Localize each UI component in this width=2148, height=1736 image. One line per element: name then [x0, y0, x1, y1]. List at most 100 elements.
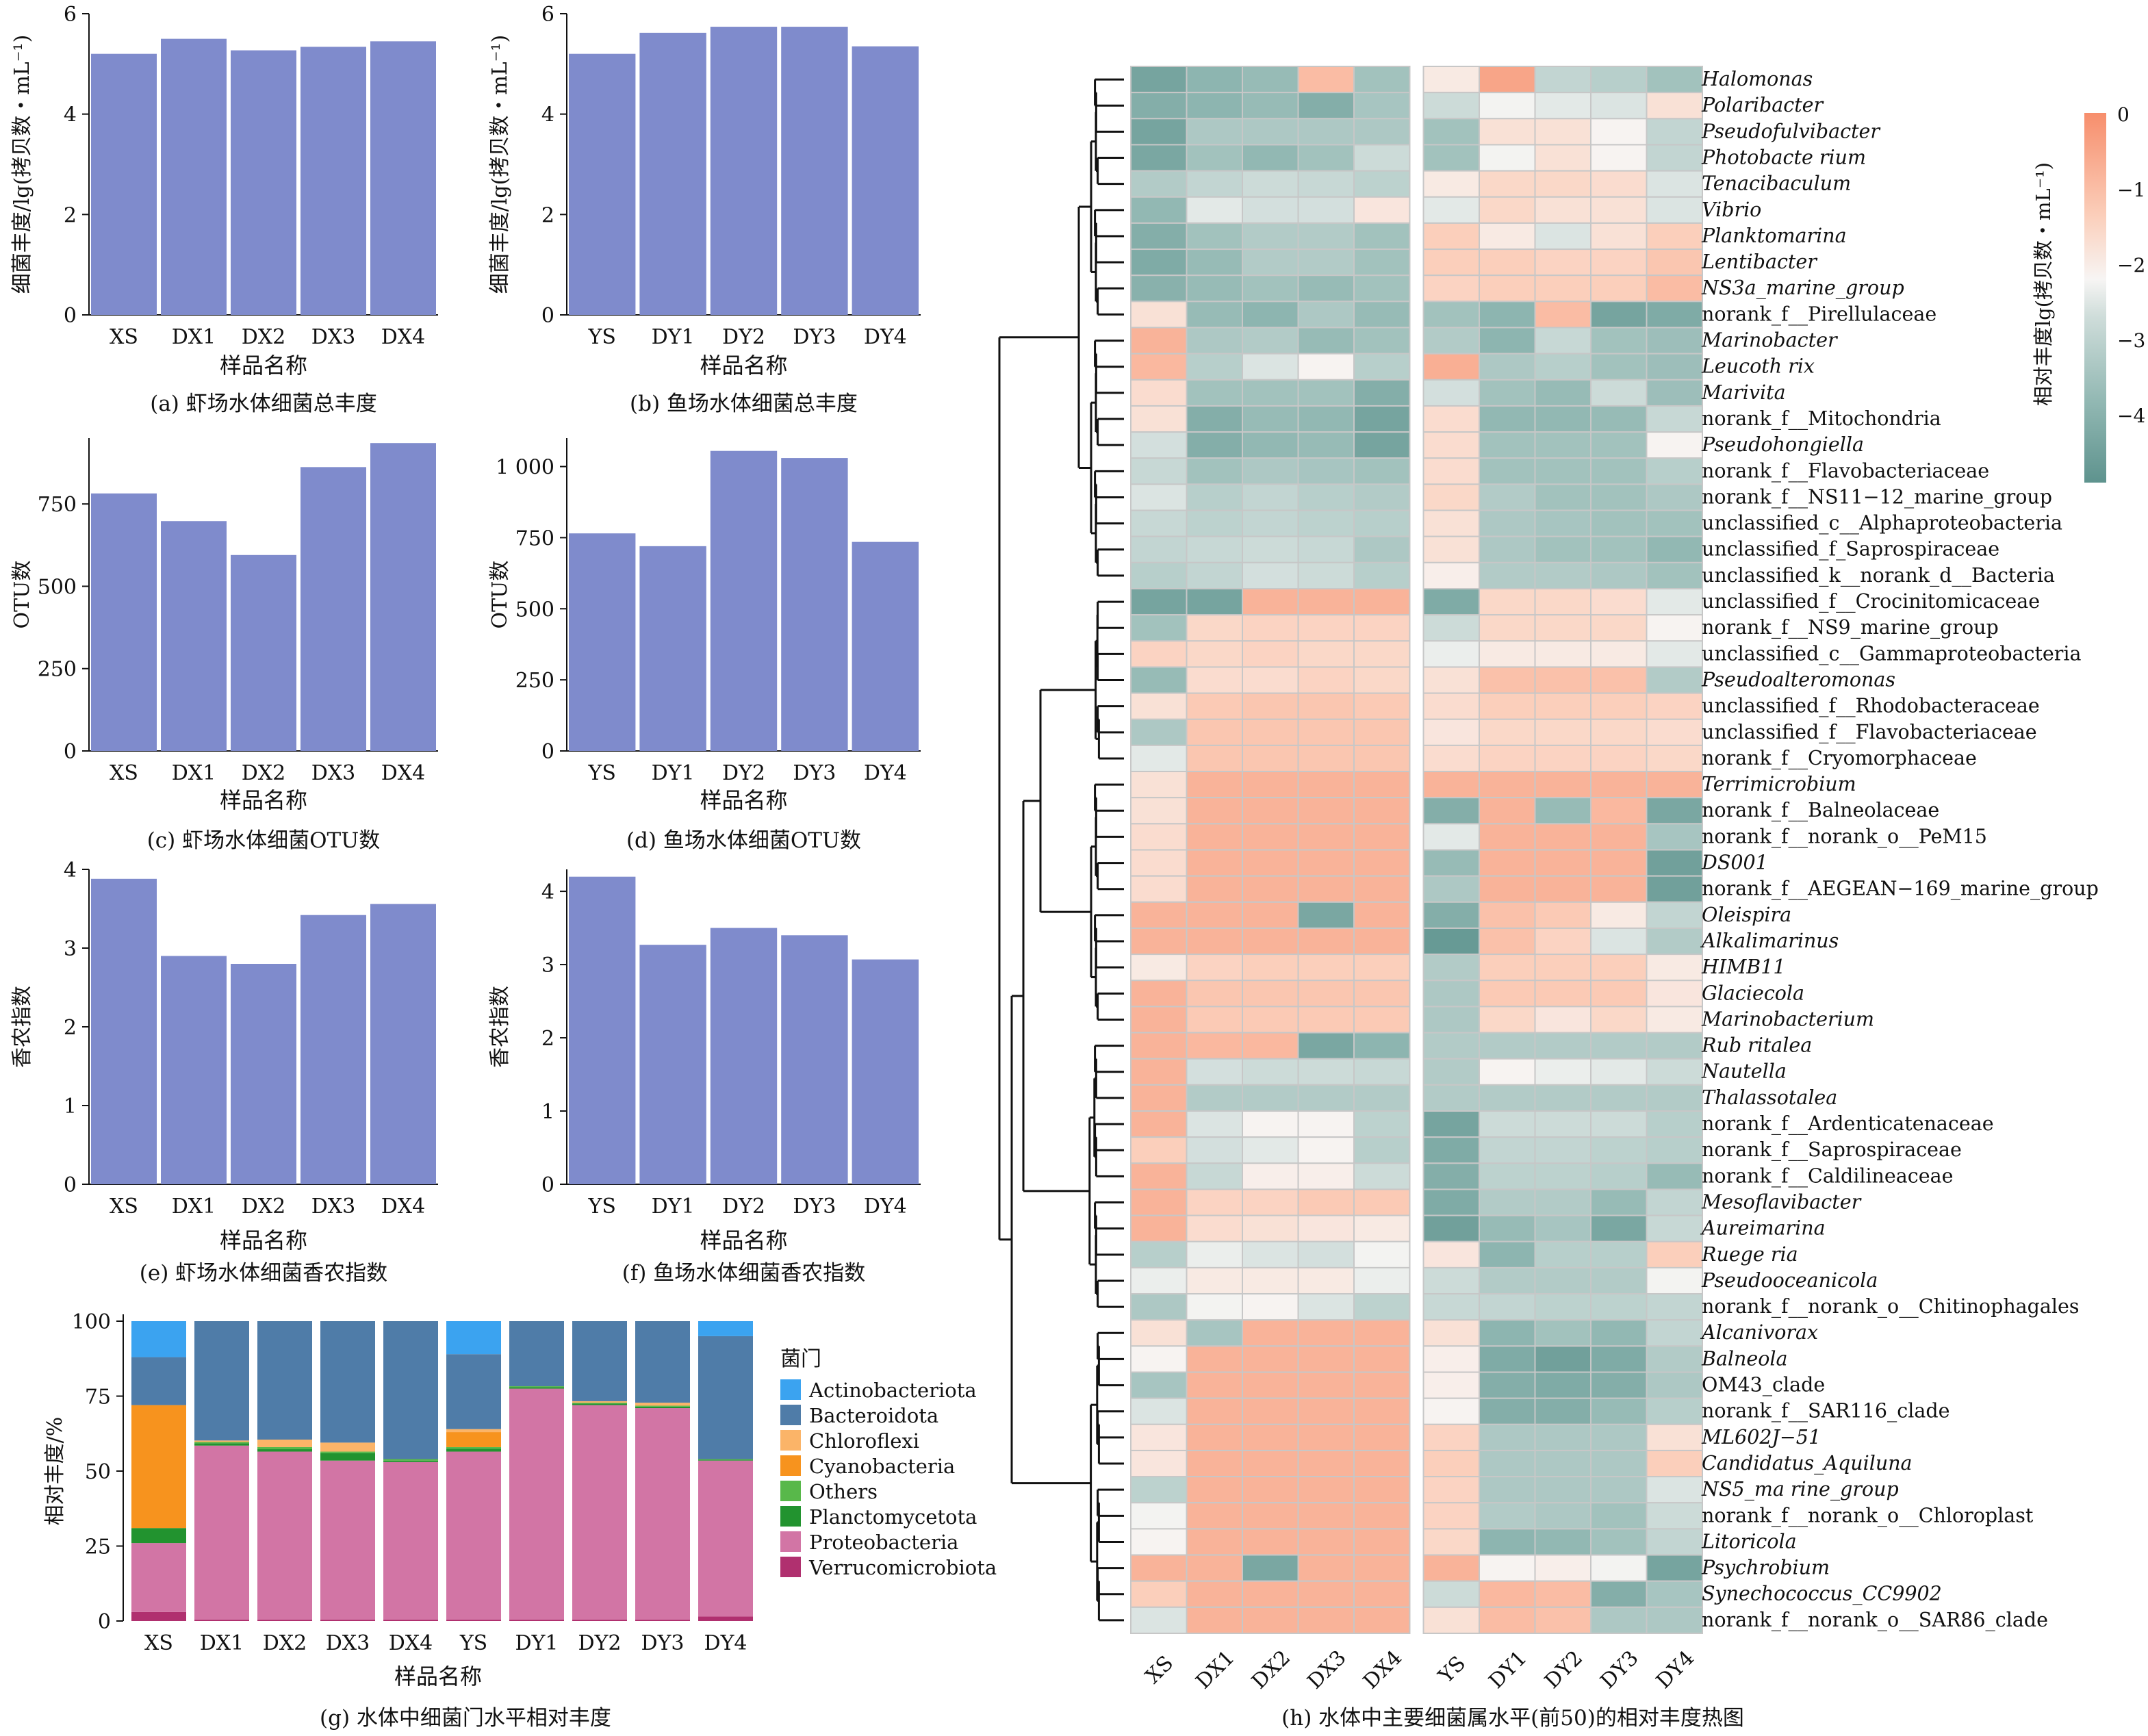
heatmap-cell — [1534, 196, 1591, 224]
x-tick-label: DX4 — [381, 761, 426, 785]
heatmap-cell — [1590, 1319, 1648, 1347]
heatmap-cell — [1590, 1397, 1648, 1425]
bar-DY2 — [710, 928, 778, 1184]
heatmap-cell — [1297, 1032, 1355, 1060]
heatmap-cell — [1646, 1476, 1703, 1504]
heatmap-cell — [1130, 797, 1188, 825]
x-tick-label: YS — [588, 1195, 616, 1218]
x-tick-label: DY1 — [652, 761, 695, 785]
segment-DY2-Proteobacteria — [572, 1405, 627, 1620]
heatmap-cell — [1353, 275, 1411, 303]
heatmap-cell — [1646, 1449, 1703, 1478]
bar-panels: 0 2 4 6 XS DX1 DX2 DX3 DX4 样品名称 细菌丰度/lg(拷贝数・mL⁻¹) (… — [10, 3, 921, 1286]
heatmap-cell — [1422, 718, 1480, 746]
panel-f: 0 1 2 3 4 YS DY1 DY2 DY3 DY4 样品名称 香农指数 (f) 鱼场水体细菌香农指… — [488, 869, 921, 1286]
row-label: NS3a_marine_group — [1701, 277, 1904, 299]
x-tick-label: DX1 — [172, 325, 216, 349]
segment-XS-Verrucomicrobiota — [131, 1611, 186, 1621]
heatmap-cell — [1479, 771, 1536, 799]
heatmap-cell — [1646, 1293, 1703, 1321]
heatmap-cell — [1186, 980, 1243, 1008]
heatmap-cell — [1242, 823, 1299, 851]
heatmap-cell — [1130, 1502, 1188, 1530]
heatmap-cell — [1646, 692, 1703, 720]
heatmap-cell — [1534, 248, 1591, 277]
y-axis-label: 细菌丰度/lg(拷贝数・mL⁻¹) — [10, 35, 34, 294]
heatmap-cell — [1130, 509, 1188, 537]
heatmap-cell — [1297, 327, 1355, 355]
segment-YS-Chloroflexi — [446, 1429, 501, 1433]
heatmap-cell — [1186, 405, 1243, 433]
panel-caption: (g) 水体中细菌门水平相对丰度 — [320, 1706, 611, 1731]
heatmap-cell — [1186, 248, 1243, 277]
heatmap-cell — [1646, 353, 1703, 381]
heatmap-cell — [1297, 744, 1355, 773]
heatmap-cell — [1130, 692, 1188, 720]
heatmap-cell — [1422, 1110, 1480, 1138]
heatmap-cell — [1479, 92, 1536, 120]
heatmap-cell — [1242, 1293, 1299, 1321]
bar-DX2 — [231, 50, 296, 316]
heatmap-cell — [1646, 1554, 1703, 1582]
heatmap-cell — [1353, 692, 1411, 720]
heatmap-cell — [1590, 640, 1648, 668]
heatmap-cell — [1242, 118, 1299, 146]
x-axis-label: 样品名称 — [700, 1227, 787, 1253]
heatmap-cell — [1242, 561, 1299, 589]
heatmap-cell — [1590, 1006, 1648, 1034]
segment-DY3-Others — [635, 1405, 690, 1407]
segment-DX3-Bacteroidota — [320, 1321, 375, 1443]
heatmap-cell — [1242, 483, 1299, 511]
heatmap-cell — [1186, 379, 1243, 407]
x-axis-label: 样品名称 — [700, 787, 787, 813]
heatmap-cell — [1534, 666, 1591, 694]
heatmap-cell — [1422, 1006, 1480, 1034]
heatmap-cell — [1297, 1476, 1355, 1504]
panel-c: 0 250 500 750 XS DX1 DX2 DX3 DX4 样品名称 OTU数 (c) 虾场水体… — [10, 438, 438, 853]
heatmap-cell — [1422, 1397, 1480, 1425]
heatmap-cell — [1590, 1266, 1648, 1295]
y-tick-label: 750 — [515, 526, 554, 550]
segment-DX4-Bacteroidota — [383, 1321, 438, 1459]
heatmap-cell — [1353, 1319, 1411, 1347]
legend-item: Cyanobacteria — [809, 1455, 955, 1478]
bar-DY1 — [639, 32, 706, 315]
y-axis-label: 香农指数 — [488, 986, 512, 1068]
heatmap-cell — [1422, 118, 1480, 146]
heatmap-cell — [1297, 222, 1355, 251]
heatmap-cell — [1242, 196, 1299, 224]
y-tick-label: 1 — [541, 1100, 554, 1124]
heatmap-cell — [1186, 1240, 1243, 1268]
legend-item: Chloroflexi — [809, 1429, 919, 1453]
heatmap-cell — [1646, 248, 1703, 277]
heatmap-cell — [1534, 1554, 1591, 1582]
segment-DX3-Verrucomicrobiota — [320, 1619, 375, 1621]
heatmap-cell — [1422, 1449, 1480, 1478]
legend-swatch-Cyanobacteria — [780, 1455, 801, 1476]
row-label: norank_f__norank_o__SAR86_clade — [1702, 1609, 2048, 1631]
segment-DX4-Proteobacteria — [383, 1461, 438, 1620]
x-tick-label: DY3 — [641, 1631, 685, 1655]
heatmap-cell — [1353, 118, 1411, 146]
heatmap-cell — [1242, 666, 1299, 694]
heatmap-cell — [1130, 1032, 1188, 1060]
heatmap-cell — [1353, 614, 1411, 642]
segment-YS-Planctomycetota — [446, 1448, 501, 1452]
heatmap-cell — [1186, 170, 1243, 198]
heatmap-cell — [1130, 1188, 1188, 1216]
heatmap-cell — [1186, 666, 1243, 694]
heatmap-cell — [1130, 535, 1188, 563]
heatmap-cell — [1479, 1188, 1536, 1216]
heatmap-cell — [1130, 327, 1188, 355]
segment-YS-Actinobacteriota — [446, 1321, 501, 1355]
heatmap-cell — [1422, 1058, 1480, 1086]
y-axis-label: 相对丰度/% — [43, 1417, 67, 1526]
heatmap-cell — [1353, 666, 1411, 694]
heatmap-cell — [1479, 327, 1536, 355]
heatmap-cell — [1353, 1188, 1411, 1216]
heatmap-cell — [1646, 509, 1703, 537]
heatmap-cell — [1353, 1084, 1411, 1112]
heatmap-cell — [1646, 405, 1703, 433]
heatmap-cell — [1422, 875, 1480, 903]
panel-caption: (a) 虾场水体细菌总丰度 — [150, 392, 377, 416]
